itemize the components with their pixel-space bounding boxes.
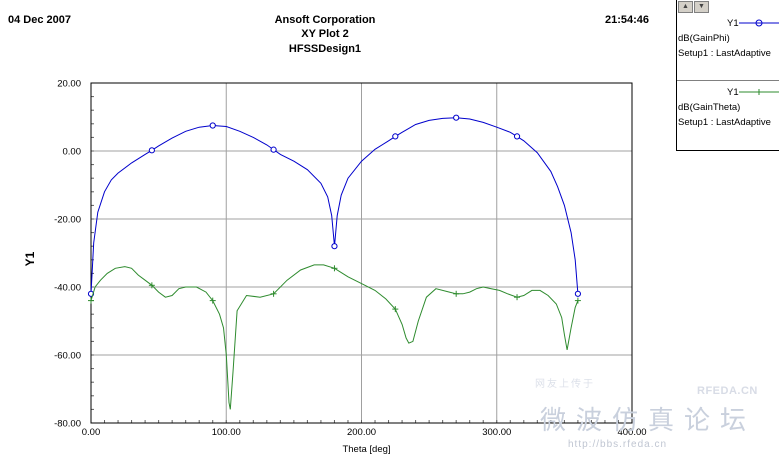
- x-tick-label: 100.00: [212, 427, 241, 438]
- y-tick-label: -20.00: [54, 215, 81, 226]
- company-name: Ansoft Corporation: [274, 14, 376, 26]
- legend-swatch-circle-icon: [739, 19, 779, 27]
- series-marker-plus: [392, 306, 399, 313]
- plot-date: 04 Dec 2007: [8, 14, 71, 26]
- plot-frame: [90, 82, 633, 424]
- series-marker-circle: [209, 122, 216, 129]
- series-marker-plus: [331, 265, 338, 272]
- series-marker-plus: [148, 282, 155, 289]
- series-marker-circle: [392, 133, 399, 140]
- y-tick-label: -80.00: [54, 419, 81, 430]
- legend-divider: [677, 80, 779, 81]
- plot-title: XY Plot 2: [301, 28, 349, 40]
- legend-quantity: dB(GainPhi): [678, 33, 730, 44]
- y-tick-label: 0.00: [63, 147, 82, 158]
- scroll-up-button[interactable]: ▲: [678, 1, 693, 13]
- series-marker-circle: [148, 147, 155, 154]
- x-tick-label: 0.00: [82, 427, 101, 438]
- x-tick-label: 200.00: [347, 427, 376, 438]
- plot-time: 21:54:46: [605, 14, 650, 26]
- legend-swatch-plus-icon: [739, 89, 779, 95]
- series-marker-plus: [209, 297, 216, 304]
- y-tick-label: -40.00: [54, 283, 81, 294]
- series-dbgaintheta: [88, 264, 581, 410]
- legend-yname: Y1: [727, 87, 739, 98]
- legend-yname: Y1: [727, 18, 739, 29]
- legend-setup: Setup1 : LastAdaptive: [678, 48, 771, 59]
- series-marker-circle: [574, 290, 582, 297]
- series-marker-circle: [270, 146, 277, 153]
- legend-quantity: dB(GainTheta): [678, 102, 741, 113]
- x-tick-label: 400.00: [617, 427, 646, 438]
- x-tick-label: 300.00: [482, 427, 511, 438]
- design-name: HFSSDesign1: [288, 43, 362, 55]
- y-axis-label: Y1: [23, 251, 37, 266]
- legend-setup: Setup1 : LastAdaptive: [678, 117, 771, 128]
- legend-panel[interactable]: ▲ ▼ Y1 dB(GainPhi) Setup1 : LastAdaptive…: [676, 0, 779, 151]
- series-marker-plus: [453, 290, 460, 297]
- watermark-site: RFEDA.CN: [697, 385, 758, 397]
- watermark-upload-text: 网友上传于: [535, 379, 595, 390]
- x-axis-label: Theta [deg]: [342, 444, 390, 455]
- watermark-forum-name: 微波仿真论坛: [540, 406, 757, 436]
- scroll-down-button[interactable]: ▼: [694, 1, 709, 13]
- xy-plot[interactable]: 0.00 100.00 200.00 300.00 400.00 -80.00 -60.00…: [0, 0, 676, 455]
- series-marker-circle: [453, 114, 460, 121]
- series-marker-plus: [88, 297, 94, 304]
- y-tick-label: -60.00: [54, 351, 81, 362]
- y-tick-label: 20.00: [57, 79, 81, 90]
- watermark-url: http://bbs.rfeda.cn: [568, 439, 668, 450]
- series-marker-plus: [574, 297, 581, 304]
- series-marker-circle: [331, 243, 338, 250]
- series-dbgainphi: [87, 114, 582, 297]
- series-marker-plus: [270, 290, 277, 297]
- series-marker-plus: [514, 294, 521, 301]
- series-marker-circle: [513, 133, 521, 140]
